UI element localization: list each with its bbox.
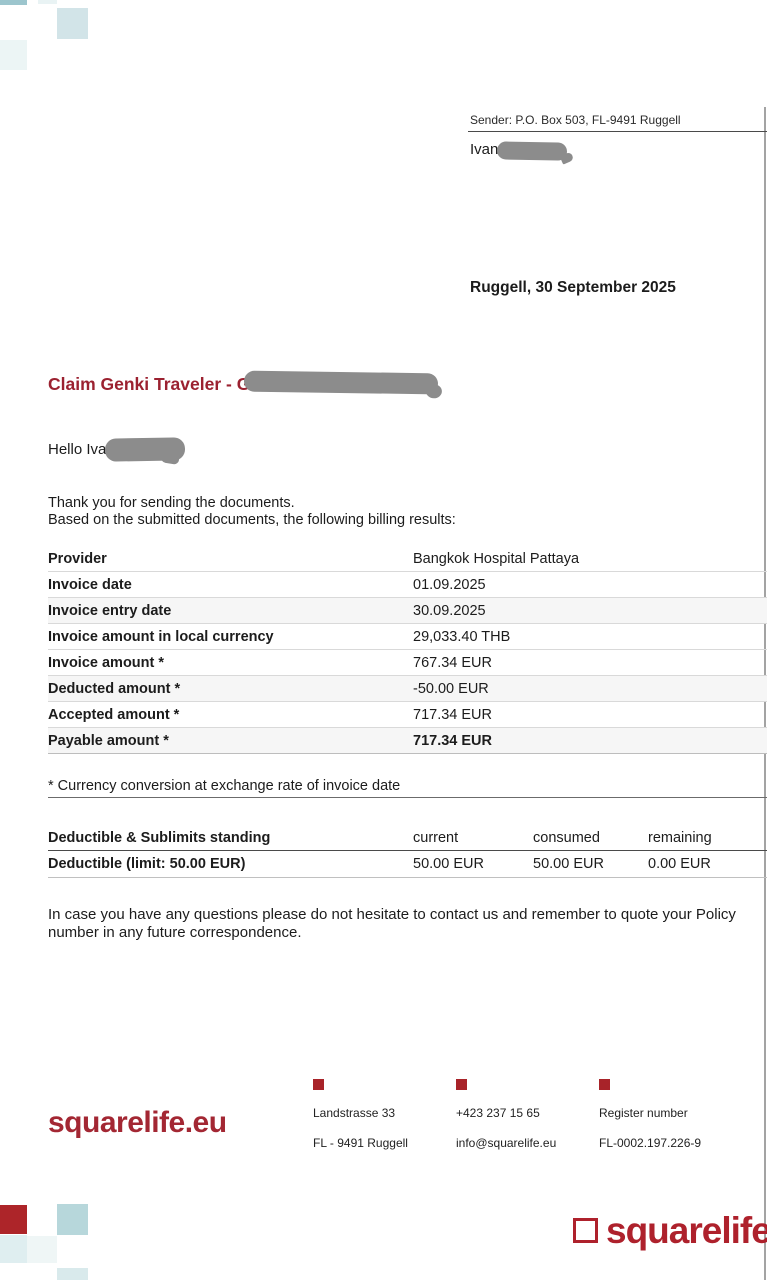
row-label: Invoice amount * bbox=[48, 654, 165, 671]
corner-square-icon bbox=[27, 1236, 57, 1263]
recipient-name: Ivan bbox=[470, 141, 499, 158]
table-row: Invoice entry date 30.09.2025 bbox=[48, 598, 767, 624]
bullet-square-icon bbox=[313, 1079, 324, 1090]
email-address: info@squarelife.eu bbox=[456, 1136, 557, 1150]
row-value-consumed: 50.00 EUR bbox=[533, 856, 604, 872]
row-label: Invoice date bbox=[48, 576, 132, 593]
footer-wordmark: squarelife.eu bbox=[48, 1106, 227, 1139]
bullet-square-icon bbox=[456, 1079, 467, 1090]
row-value-remaining: 0.00 EUR bbox=[648, 856, 711, 872]
address-line-2: FL - 9491 Ruggell bbox=[313, 1136, 408, 1150]
table-row: Deducted amount * -50.00 EUR bbox=[48, 676, 767, 702]
row-value: -50.00 EUR bbox=[413, 680, 489, 697]
footer-address-column: Landstrasse 33 FL - 9491 Ruggell bbox=[313, 1079, 408, 1151]
sender-line: Sender: P.O. Box 503, FL-9491 Ruggell bbox=[470, 113, 681, 127]
corner-square-icon bbox=[0, 0, 27, 5]
intro-line-1: Thank you for sending the documents. bbox=[48, 495, 295, 511]
register-label: Register number bbox=[599, 1106, 688, 1120]
deductible-title: Deductible & Sublimits standing bbox=[48, 830, 271, 846]
row-label: Accepted amount * bbox=[48, 706, 180, 723]
row-label: Invoice amount in local currency bbox=[48, 628, 274, 645]
billing-table: Provider Bangkok Hospital Pattaya Invoic… bbox=[48, 546, 767, 754]
corner-square-icon bbox=[0, 1235, 27, 1263]
row-label: Invoice entry date bbox=[48, 602, 172, 619]
row-label: Payable amount * bbox=[48, 732, 169, 749]
bullet-square-icon bbox=[599, 1079, 610, 1090]
phone-number: +423 237 15 65 bbox=[456, 1106, 540, 1120]
corner-square-icon bbox=[57, 1204, 88, 1235]
row-value-current: 50.00 EUR bbox=[413, 856, 484, 872]
table-row: Payable amount * 717.34 EUR bbox=[48, 728, 767, 754]
footer-contact-column: +423 237 15 65 info@squarelife.eu bbox=[456, 1079, 556, 1151]
corner-square-icon bbox=[57, 8, 88, 39]
footnote-divider bbox=[48, 797, 767, 798]
table-row: Invoice amount in local currency 29,033.… bbox=[48, 624, 767, 650]
row-label: Deductible (limit: 50.00 EUR) bbox=[48, 856, 246, 872]
table-row: Invoice amount * 767.34 EUR bbox=[48, 650, 767, 676]
corner-square-icon bbox=[38, 0, 57, 4]
corner-square-icon bbox=[57, 1268, 88, 1280]
table-row: Provider Bangkok Hospital Pattaya bbox=[48, 546, 767, 572]
date-line: Ruggell, 30 September 2025 bbox=[470, 279, 676, 296]
address-line-1: Landstrasse 33 bbox=[313, 1106, 396, 1120]
corner-square-icon bbox=[0, 40, 27, 70]
closing-paragraph: In case you have any questions please do… bbox=[48, 906, 736, 941]
footer-register-column: Register number FL-0002.197.226-9 bbox=[599, 1079, 701, 1151]
column-header-remaining: remaining bbox=[648, 830, 712, 846]
table-row: Invoice date 01.09.2025 bbox=[48, 572, 767, 598]
table-row: Accepted amount * 717.34 EUR bbox=[48, 702, 767, 728]
sender-divider bbox=[468, 131, 767, 132]
column-header-current: current bbox=[413, 830, 459, 846]
row-value: 30.09.2025 bbox=[413, 602, 486, 619]
deductible-header-divider bbox=[48, 850, 767, 851]
row-value: 767.34 EUR bbox=[413, 654, 492, 671]
row-value: 717.34 EUR bbox=[413, 706, 492, 723]
redaction-blob bbox=[243, 370, 439, 395]
currency-footnote: * Currency conversion at exchange rate o… bbox=[48, 778, 401, 794]
brand-wordmark: squarelife bbox=[606, 1210, 767, 1251]
row-label: Deducted amount * bbox=[48, 680, 181, 697]
redaction-blob bbox=[104, 437, 186, 462]
row-value: 01.09.2025 bbox=[413, 576, 486, 593]
register-number: FL-0002.197.226-9 bbox=[599, 1136, 702, 1150]
row-value: 29,033.40 THB bbox=[413, 628, 511, 645]
row-label: Provider bbox=[48, 550, 107, 567]
square-logo-icon bbox=[573, 1218, 598, 1243]
intro-line-2: Based on the submitted documents, the fo… bbox=[48, 512, 456, 528]
row-value: 717.34 EUR bbox=[413, 732, 492, 749]
corner-square-icon bbox=[0, 1205, 27, 1234]
intro-paragraph: Thank you for sending the documents. Bas… bbox=[48, 495, 456, 529]
greeting: Hello Iva bbox=[48, 441, 107, 458]
column-header-consumed: consumed bbox=[533, 830, 600, 846]
claim-title: Claim Genki Traveler - GT0 bbox=[48, 374, 271, 394]
deductible-row-divider bbox=[48, 877, 767, 878]
redaction-blob bbox=[496, 141, 568, 161]
row-value: Bangkok Hospital Pattaya bbox=[413, 550, 580, 567]
